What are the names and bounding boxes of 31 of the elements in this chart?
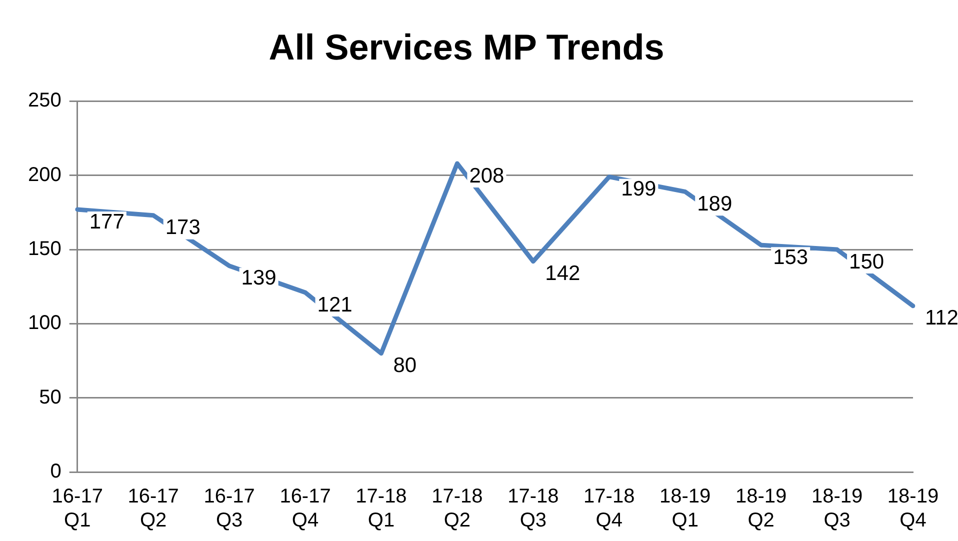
y-tick-label: 250 xyxy=(28,90,62,112)
x-tick-label: 17-18 Q3 xyxy=(508,486,559,532)
data-label: 80 xyxy=(393,354,417,378)
data-label: 173 xyxy=(165,216,200,240)
data-label: 112 xyxy=(925,306,958,330)
x-tick-label: 17-18 Q1 xyxy=(356,486,407,532)
data-label: 153 xyxy=(773,246,808,269)
chart-title: All Services MP Trends xyxy=(268,26,664,68)
data-label: 199 xyxy=(621,178,656,201)
data-label: 208 xyxy=(469,164,504,188)
x-tick-label: 18-19 Q2 xyxy=(735,486,787,532)
x-tick-label: 16-17 Q3 xyxy=(204,486,255,532)
y-tick-label: 100 xyxy=(28,312,62,334)
x-tick-label: 16-17 Q2 xyxy=(128,486,179,532)
data-label: 139 xyxy=(241,266,276,290)
x-tick-label: 17-18 Q4 xyxy=(584,486,635,532)
data-label: 142 xyxy=(545,262,580,286)
data-label: 150 xyxy=(849,250,884,274)
x-tick-label: 16-17 Q1 xyxy=(52,486,103,532)
x-tick-label: 16-17 Q4 xyxy=(280,486,331,532)
x-tick-label: 18-19 Q3 xyxy=(811,486,863,532)
x-tick-label: 18-19 Q1 xyxy=(660,486,711,532)
y-tick-label: 50 xyxy=(39,386,62,408)
x-tick-label: 17-18 Q2 xyxy=(432,486,483,532)
y-tick-label: 200 xyxy=(28,164,62,186)
data-label: 177 xyxy=(89,210,124,234)
y-tick-label: 0 xyxy=(50,460,62,483)
data-label: 189 xyxy=(697,192,732,216)
x-tick-label: 18-19 Q4 xyxy=(887,486,939,532)
y-tick-label: 150 xyxy=(28,238,62,260)
data-label: 121 xyxy=(317,293,352,316)
